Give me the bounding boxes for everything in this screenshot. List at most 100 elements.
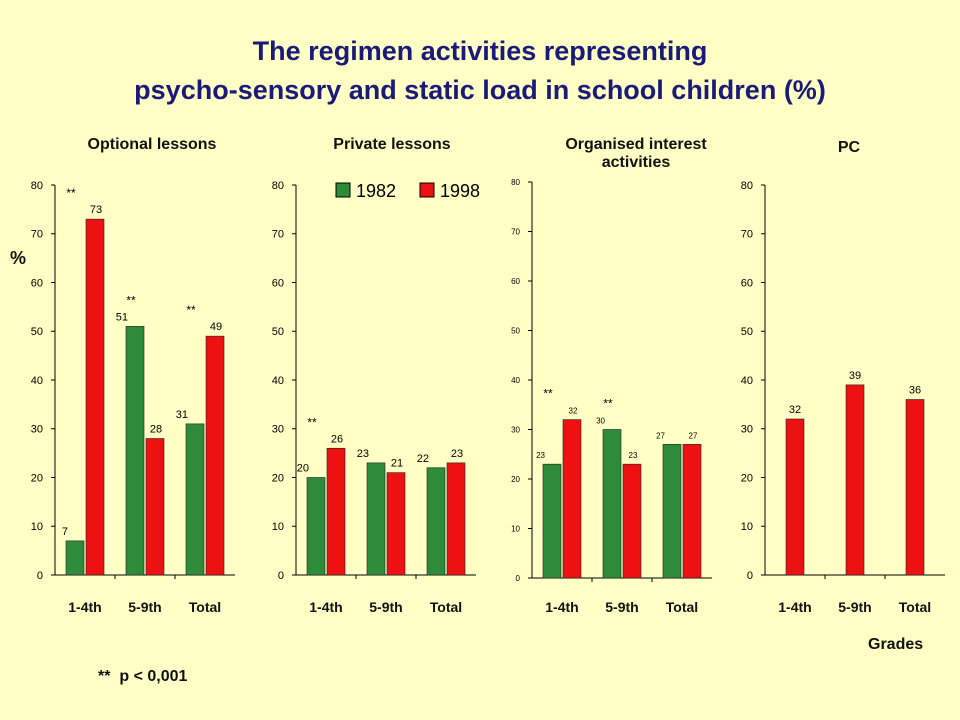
y-tick-label: 40 (272, 375, 284, 387)
y-tick-label: 50 (741, 326, 753, 338)
y-tick-label: 50 (511, 326, 520, 335)
bar-1982-1-4th (65, 540, 85, 576)
x-category-label: Total (899, 599, 931, 615)
y-tick-label: 40 (511, 376, 520, 385)
y-tick-label: 30 (31, 424, 43, 436)
bar-1998-5-9th (145, 438, 165, 576)
legend-swatch-1982 (335, 182, 351, 198)
significance-mark: ** (126, 293, 136, 307)
data-label: 27 (656, 431, 665, 440)
significance-mark: ** (603, 397, 613, 411)
y-tick-label: 80 (741, 180, 753, 192)
significance-mark: ** (543, 387, 553, 401)
data-label: 49 (210, 321, 222, 333)
y-tick-label: 0 (278, 570, 284, 582)
panel-title-organised-activities: Organised interest activities (565, 136, 707, 171)
y-tick-label: 10 (31, 521, 43, 533)
x-category-label: 5-9th (128, 599, 161, 615)
bar-1998-Total (205, 335, 225, 576)
x-category-label: Total (430, 599, 462, 615)
x-category-label: 1-4th (778, 599, 811, 615)
data-label: 27 (689, 431, 698, 440)
data-label: 7 (62, 526, 68, 538)
x-category-label: 5-9th (605, 599, 638, 615)
legend-swatch-1998 (419, 182, 435, 198)
x-category-label: 1-4th (68, 599, 101, 615)
data-label: 23 (357, 448, 369, 460)
data-label: 20 (297, 463, 309, 475)
bar-1998-5-9th (386, 472, 406, 576)
bar-1998-1-4th (562, 419, 582, 579)
y-tick-label: 80 (272, 180, 284, 192)
bar-1982-5-9th (125, 326, 145, 576)
y-tick-label: 20 (31, 472, 43, 484)
bar-1982-1-4th (306, 477, 326, 576)
y-tick-label: 0 (37, 570, 43, 582)
panel-title-pc: PC (837, 139, 861, 156)
data-label: 51 (116, 311, 128, 323)
y-tick-label: 70 (31, 229, 43, 241)
y-tick-label: 80 (31, 180, 43, 192)
data-label: 73 (90, 204, 102, 216)
bar-1982-Total (426, 467, 446, 576)
bar-1982-5-9th (602, 429, 622, 579)
data-label: 26 (331, 433, 343, 445)
y-tick-label: 50 (31, 326, 43, 338)
bar-1998-Total (905, 399, 925, 576)
data-label: 23 (451, 448, 463, 460)
data-label: 21 (391, 458, 403, 470)
y-tick-label: 30 (511, 425, 520, 434)
x-category-label: 5-9th (369, 599, 402, 615)
y-tick-label: 60 (272, 277, 284, 289)
y-tick-label: 50 (272, 326, 284, 338)
y-tick-label: 0 (516, 574, 521, 583)
y-tick-label: 40 (741, 375, 753, 387)
data-label: 28 (150, 424, 162, 436)
data-label: 22 (417, 453, 429, 465)
bar-1982-Total (185, 423, 205, 576)
chart-title-line-1: The regimen activities representing (252, 36, 708, 66)
y-axis-unit-label: % (10, 248, 27, 268)
y-tick-label: 10 (741, 521, 753, 533)
significance-mark: ** (307, 415, 317, 429)
chart-title-line-2: psycho-sensory and static load in school… (134, 75, 826, 105)
bar-1998-5-9th (622, 463, 642, 579)
bar-1998-1-4th (85, 218, 105, 576)
y-tick-label: 60 (511, 277, 520, 286)
y-tick-label: 60 (741, 277, 753, 289)
legend-label-1982: 1982 (356, 181, 396, 201)
y-tick-label: 70 (741, 229, 753, 241)
bar-1982-Total (662, 444, 682, 579)
legend-label-1998: 1998 (440, 181, 480, 201)
bar-1998-5-9th (845, 384, 865, 576)
y-tick-label: 10 (272, 521, 284, 533)
data-label: 23 (536, 451, 545, 460)
data-label: 32 (569, 407, 578, 416)
x-category-label: 1-4th (545, 599, 578, 615)
x-category-label: Total (189, 599, 221, 615)
bar-1998-1-4th (785, 418, 805, 576)
y-tick-label: 30 (741, 424, 753, 436)
data-label: 32 (789, 404, 801, 416)
data-label: 39 (849, 370, 861, 382)
data-label: 23 (629, 451, 638, 460)
y-tick-label: 70 (511, 227, 520, 236)
x-category-label: 1-4th (309, 599, 342, 615)
bar-1998-Total (446, 462, 466, 576)
significance-mark: ** (186, 303, 196, 317)
y-tick-label: 70 (272, 229, 284, 241)
y-tick-label: 20 (741, 472, 753, 484)
footnote: ** p < 0,001 (98, 668, 188, 685)
panel-title-private-lessons: Private lessons (333, 136, 451, 153)
bar-1998-Total (682, 444, 702, 579)
y-tick-label: 10 (511, 524, 520, 533)
y-tick-label: 20 (511, 475, 520, 484)
x-category-label: 5-9th (838, 599, 871, 615)
y-tick-label: 60 (31, 277, 43, 289)
data-label: 30 (596, 417, 605, 426)
y-tick-label: 0 (747, 570, 753, 582)
bar-1982-1-4th (542, 463, 562, 579)
x-category-label: Total (666, 599, 698, 615)
data-label: 31 (176, 409, 188, 421)
